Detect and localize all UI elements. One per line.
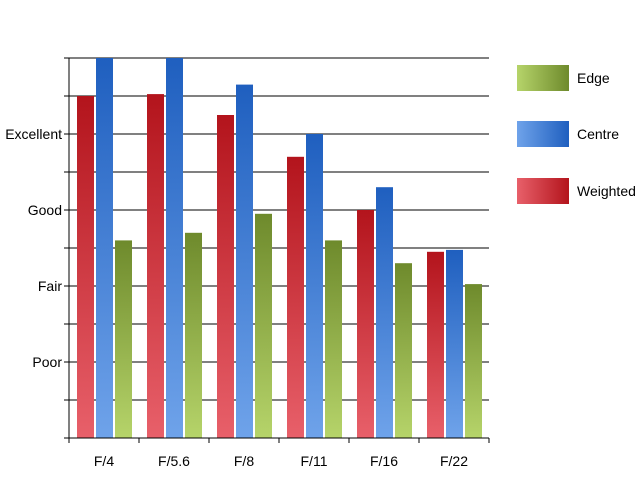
legend-label-weighted: Weighted (577, 183, 636, 199)
x-tick-label: F/5.6 (158, 453, 190, 469)
bar-centre-4 (376, 187, 393, 438)
legend: Edge Centre Weighted (517, 65, 636, 204)
bar-centre-5 (446, 249, 463, 438)
y-tick-label: Poor (32, 354, 62, 370)
y-tick-label: Excellent (5, 126, 62, 142)
bar-edge-1 (185, 232, 202, 438)
bar-weighted-5 (427, 251, 444, 438)
bars (77, 58, 482, 439)
bar-edge-2 (255, 213, 272, 438)
bar-weighted-2 (217, 115, 234, 438)
x-tick-label: F/16 (370, 453, 398, 469)
bar-edge-3 (325, 240, 342, 438)
bar-edge-5 (465, 284, 482, 438)
y-tick-label: Fair (38, 278, 62, 294)
x-tick-label: F/8 (234, 453, 254, 469)
bar-weighted-3 (287, 156, 304, 439)
grid-lines (69, 57, 489, 401)
x-tick-label: F/11 (301, 453, 328, 469)
bar-centre-2 (236, 84, 253, 438)
axes: Poor Fair Good Excellent F/4 F/5.6 F/8 F/11 F/16… (5, 57, 490, 469)
bar-weighted-1 (147, 94, 164, 438)
bar-centre-1 (166, 58, 183, 438)
bar-centre-3 (306, 134, 323, 438)
x-tick-label: F/22 (440, 453, 468, 469)
legend-swatch-edge (517, 65, 569, 91)
x-tick-label: F/4 (94, 453, 114, 469)
bar-centre-0 (96, 58, 113, 438)
bar-weighted-0 (77, 96, 94, 438)
legend-swatch-weighted (517, 178, 569, 204)
bar-weighted-4 (357, 210, 374, 438)
bar-edge-0 (115, 240, 132, 438)
bar-edge-4 (395, 263, 412, 438)
legend-label-edge: Edge (577, 70, 610, 86)
legend-swatch-centre (517, 121, 569, 147)
legend-label-centre: Centre (577, 126, 619, 142)
y-tick-label: Good (28, 202, 62, 218)
